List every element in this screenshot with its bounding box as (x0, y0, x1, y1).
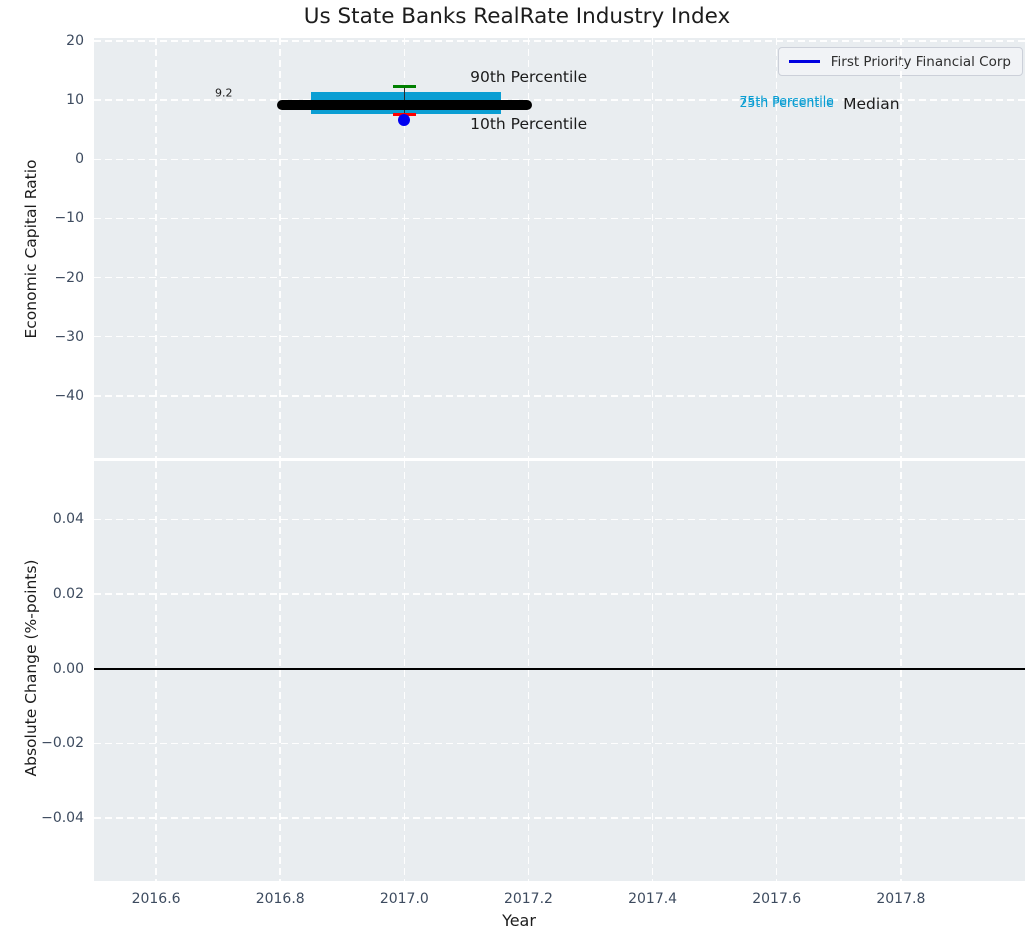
y-tick-label: 0.02 (52, 586, 84, 603)
chart-title: Us State Banks RealRate Industry Index (303, 4, 731, 29)
gridline-vertical (775, 38, 778, 458)
x-tick-label: 2017.0 (379, 891, 429, 907)
gridline-horizontal (94, 742, 1025, 745)
gridline-horizontal (94, 99, 1025, 101)
bottom-plot (94, 461, 1025, 881)
top-plot: First Priority Financial Corp 90th Perce… (94, 38, 1025, 458)
x-tick-label: 2017.8 (876, 891, 926, 907)
gridline-vertical (155, 38, 157, 458)
zero-line (94, 667, 1025, 670)
25th-percentile-annotation: 25th Percentile (739, 94, 834, 110)
legend-label: First Priority Financial Corp (830, 53, 1011, 70)
75th-percentile-annotation: 75th Percentile (739, 92, 834, 108)
y-tick-label: −40 (54, 387, 84, 404)
y-tick-label: −20 (54, 269, 84, 286)
y-tick-label: 0 (75, 151, 84, 168)
x-tick-label: 2017.4 (628, 891, 678, 907)
y-tick-label: 10 (66, 92, 84, 109)
gridline-horizontal (94, 158, 1025, 161)
x-tick-label: 2017.6 (752, 891, 802, 907)
y-tick-label: −0.02 (41, 735, 84, 752)
gridline-horizontal (94, 217, 1025, 220)
gridline-horizontal (94, 335, 1025, 338)
90th-percentile-annotation: 90th Percentile (470, 68, 588, 87)
y-tick-label: −30 (54, 328, 84, 345)
gridline-vertical (403, 461, 406, 881)
gridline-vertical (279, 38, 281, 458)
gridline-vertical (155, 461, 157, 881)
median-annotation: Median (843, 94, 900, 113)
gridline-vertical (775, 461, 778, 881)
x-tick-label: 2017.2 (503, 891, 553, 907)
legend-line-swatch (788, 60, 820, 63)
gridline-vertical (403, 38, 406, 458)
x-tick-label: 2016.6 (131, 891, 181, 907)
y-axis-label-top: Economic Capital Ratio (22, 159, 40, 339)
gridline-vertical (900, 38, 902, 458)
gridline-vertical (651, 38, 654, 458)
y-tick-label: 0.00 (52, 660, 84, 677)
y-tick-label: 20 (66, 32, 84, 49)
y-tick-label: 0.04 (52, 511, 84, 528)
x-axis-label: Year (502, 911, 536, 930)
gridline-vertical (651, 461, 654, 881)
gridline-vertical (527, 38, 530, 458)
p90-cap (392, 85, 416, 88)
y-tick-label: −10 (54, 210, 84, 227)
gridline-horizontal (94, 276, 1025, 279)
gridline-horizontal (94, 395, 1025, 397)
median-line (277, 99, 532, 110)
10th-percentile-annotation: 10th Percentile (470, 115, 588, 134)
9.2-annotation: 9.2 (215, 86, 233, 100)
x-tick-label: 2016.8 (255, 891, 305, 907)
gridline-vertical (900, 461, 902, 881)
gridline-horizontal (94, 40, 1025, 42)
gridline-vertical (279, 461, 281, 881)
gridline-horizontal (94, 817, 1025, 819)
y-tick-label: −0.04 (41, 810, 84, 827)
gridline-vertical (527, 461, 530, 881)
company-marker (398, 114, 411, 127)
gridline-horizontal (94, 593, 1025, 595)
gridline-horizontal (94, 518, 1025, 521)
